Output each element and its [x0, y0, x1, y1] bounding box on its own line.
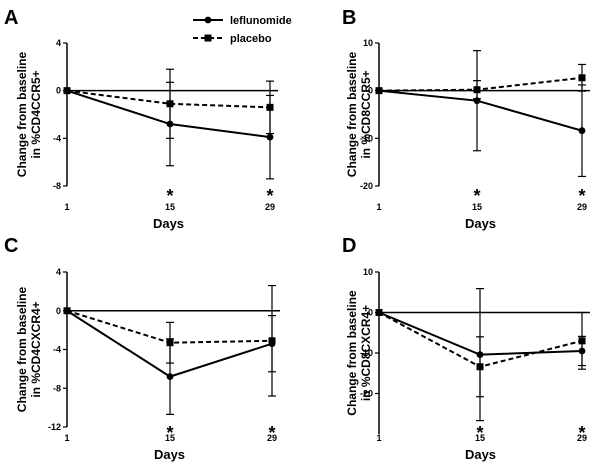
y-tick-label: 0 [368, 308, 373, 318]
y-axis-title: Change from baseline [345, 290, 359, 416]
legend-marker-placebo [204, 34, 212, 42]
x-tick-label: 1 [64, 202, 69, 212]
y-axis-title-line2: in %CD4CXCR4+ [29, 301, 43, 397]
legend-label-placebo: placebo [230, 33, 272, 45]
y-tick-label: -8 [53, 181, 61, 191]
y-tick-label: -10 [360, 133, 373, 143]
panel-letter: A [4, 7, 18, 29]
y-tick-label: 10 [363, 267, 373, 277]
panel-a: A Change from baseline in %CD4CCR5+ 4 0 -4 -8 1… [4, 7, 278, 231]
x-tick-label: 15 [472, 202, 482, 212]
y-tick-label: -10 [360, 348, 373, 358]
x-tick-label: 15 [165, 433, 175, 443]
y-tick-label: 0 [56, 86, 61, 96]
series-placebo [375, 309, 586, 398]
x-tick-label: 29 [577, 433, 587, 443]
y-tick-label: -12 [48, 422, 61, 432]
panel-c: C Change from baseline in %CD4CXCR4+ 4 0 -4 -8… [4, 235, 280, 462]
panel-letter: D [342, 235, 356, 257]
legend: leflunomide placebo [193, 15, 292, 45]
x-tick-label: 1 [376, 202, 381, 212]
panel-b: B Change from baseline in %CD8CCR5+ 10 0 -10 -… [342, 7, 590, 231]
x-axis-title: Days [465, 447, 496, 462]
point-leflunomide [578, 127, 586, 135]
x-tick-label: 1 [376, 433, 381, 443]
point-placebo [476, 363, 484, 371]
point-leflunomide [166, 373, 174, 381]
series-line-leflunomide [66, 89, 271, 139]
x-axis-title: Days [153, 216, 184, 231]
y-axis-title: Change from baseline [345, 52, 359, 178]
series-placebo [375, 63, 586, 100]
significance-star: * [473, 186, 480, 206]
series-line-placebo [66, 89, 271, 109]
y-tick-label: 0 [56, 306, 61, 316]
point-placebo [266, 103, 274, 111]
x-tick-label: 15 [475, 433, 485, 443]
significance-star: * [578, 423, 585, 443]
y-tick-label: -20 [360, 389, 373, 399]
x-tick-label: 29 [267, 433, 277, 443]
y-axis-title-line2: in %CD8CXCR4+ [359, 305, 373, 401]
y-tick-label: 0 [368, 86, 373, 96]
y-tick-label: -8 [53, 383, 61, 393]
y-tick-label: -4 [53, 133, 61, 143]
series-leflunomide [375, 288, 586, 422]
point-placebo [166, 100, 174, 108]
x-axis-title: Days [154, 447, 185, 462]
point-placebo [375, 309, 383, 316]
y-axis-title-line2: in %CD4CCR5+ [29, 70, 43, 158]
significance-star: * [578, 186, 585, 206]
panel-letter: B [342, 7, 356, 29]
significance-star: * [166, 423, 173, 443]
significance-star: * [266, 186, 273, 206]
x-tick-label: 29 [265, 202, 275, 212]
y-tick-label: 4 [56, 38, 61, 48]
x-tick-label: 15 [165, 202, 175, 212]
series-placebo [63, 284, 276, 397]
series-line-leflunomide [378, 89, 583, 132]
x-axis-title: Days [465, 216, 496, 231]
significance-star: * [166, 186, 173, 206]
significance-star: * [268, 423, 275, 443]
y-tick-label: 10 [363, 38, 373, 48]
significance-star: * [476, 423, 483, 443]
y-tick-label: -20 [360, 181, 373, 191]
point-placebo [166, 339, 174, 347]
point-placebo [473, 86, 481, 94]
x-tick-label: 29 [577, 202, 587, 212]
point-leflunomide [266, 133, 274, 141]
point-placebo [375, 87, 383, 95]
legend-label-leflunomide: leflunomide [230, 15, 292, 27]
series-placebo [63, 68, 274, 139]
y-axis-title: Change from baseline [15, 287, 29, 413]
y-tick-label: 4 [56, 267, 61, 277]
y-axis-title: Change from baseline [15, 52, 29, 178]
point-placebo [268, 337, 276, 345]
y-axis-title-line2: in %CD8CCR5+ [359, 70, 373, 158]
point-placebo [63, 307, 71, 315]
y-tick-label: -4 [53, 345, 61, 355]
legend-marker-leflunomide [204, 16, 212, 24]
point-placebo [63, 87, 71, 95]
series-leflunomide [375, 50, 586, 178]
point-placebo [578, 74, 586, 82]
panel-letter: C [4, 235, 18, 257]
point-placebo [578, 337, 586, 345]
series-leflunomide [63, 81, 274, 180]
panel-d: D Change from baseline in %CD8CXCR4+ 10 0 -10… [342, 235, 590, 462]
x-tick-label: 1 [64, 433, 69, 443]
